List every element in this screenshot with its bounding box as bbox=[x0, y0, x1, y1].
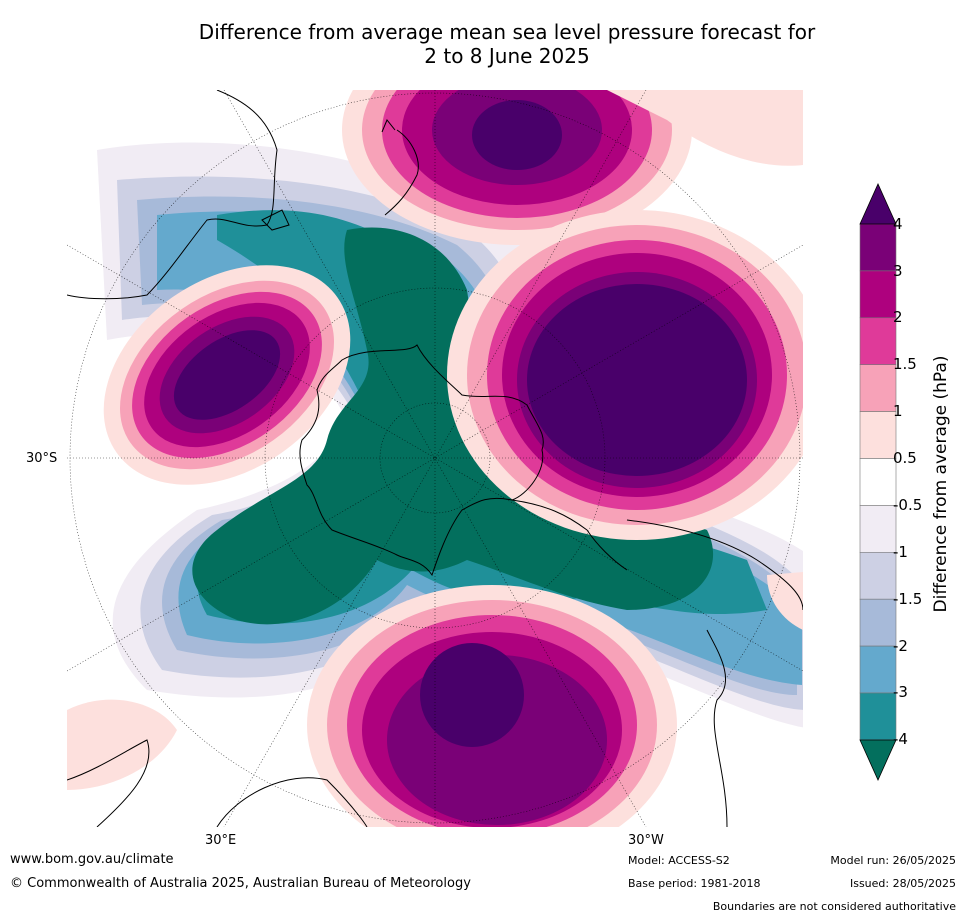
colorbar-band bbox=[859, 364, 897, 412]
australia-coastline bbox=[67, 90, 278, 300]
pressure-anomaly-map bbox=[67, 90, 803, 827]
website-link[interactable]: www.bom.gov.au/climate bbox=[10, 852, 174, 867]
colorbar-over-arrow bbox=[859, 183, 897, 225]
colorbar-tick: -4 bbox=[893, 730, 908, 748]
colorbar-band bbox=[859, 692, 897, 741]
colorbar bbox=[859, 183, 897, 781]
new-zealand bbox=[381, 119, 419, 216]
colorbar-under-arrow bbox=[859, 739, 897, 781]
copyright-text: © Commonwealth of Australia 2025, Austra… bbox=[10, 876, 471, 891]
colorbar-band bbox=[859, 270, 897, 319]
colorbar-band bbox=[859, 411, 897, 459]
antarctic-peninsula bbox=[511, 499, 628, 571]
colorbar-tick: 3 bbox=[893, 262, 903, 280]
colorbar-band bbox=[859, 317, 897, 366]
antarctica-coastline bbox=[299, 344, 544, 577]
graticule bbox=[67, 90, 803, 827]
model-run-text: Model run: 26/05/2025 bbox=[830, 854, 956, 867]
south-africa-coastline bbox=[67, 739, 368, 827]
positive-high-east bbox=[447, 210, 803, 540]
colorbar-tick: -2 bbox=[893, 637, 908, 655]
longitude-label-30e: 30°E bbox=[205, 833, 237, 848]
colorbar-title: Difference from average (hPa) bbox=[931, 355, 951, 613]
issued-text: Issued: 28/05/2025 bbox=[849, 877, 956, 890]
colorbar-tick: 4 bbox=[893, 215, 903, 233]
map-title: Difference from average mean sea level p… bbox=[0, 20, 965, 68]
colorbar-bands bbox=[859, 223, 897, 741]
weak-positive-areas bbox=[67, 90, 803, 790]
coastlines bbox=[67, 90, 803, 827]
colorbar-band bbox=[859, 551, 897, 600]
title-line-2: 2 to 8 June 2025 bbox=[424, 44, 590, 68]
colorbar-band bbox=[859, 505, 897, 553]
colorbar-band bbox=[859, 645, 897, 694]
colorbar-tick: 2 bbox=[893, 308, 903, 326]
colorbar-tick: -0.5 bbox=[893, 496, 923, 514]
colorbar-tick: 1.5 bbox=[893, 355, 917, 373]
positive-high-south bbox=[307, 585, 677, 827]
base-period-text: Base period: 1981-2018 bbox=[628, 877, 761, 890]
colorbar-tick: -1 bbox=[893, 543, 908, 561]
model-text: Model: ACCESS-S2 bbox=[628, 854, 730, 867]
disclaimer-text: Boundaries are not considered authoritat… bbox=[712, 900, 956, 913]
latitude-label-30s: 30°S bbox=[26, 451, 58, 466]
colorbar-tick: 1 bbox=[893, 402, 903, 420]
positive-high-west bbox=[103, 265, 351, 485]
positive-high-north bbox=[342, 90, 692, 245]
colorbar-tick: 0.5 bbox=[893, 449, 917, 467]
colorbar-band bbox=[859, 458, 897, 506]
colorbar-tick: -3 bbox=[893, 683, 908, 701]
colorbar-band bbox=[859, 598, 897, 647]
south-america-coastline bbox=[626, 519, 803, 827]
colorbar-tick: -1.5 bbox=[893, 590, 923, 608]
tasmania bbox=[261, 209, 290, 231]
title-line-1: Difference from average mean sea level p… bbox=[198, 20, 816, 44]
longitude-label-30w: 30°W bbox=[628, 833, 664, 848]
colorbar-band bbox=[859, 223, 897, 272]
